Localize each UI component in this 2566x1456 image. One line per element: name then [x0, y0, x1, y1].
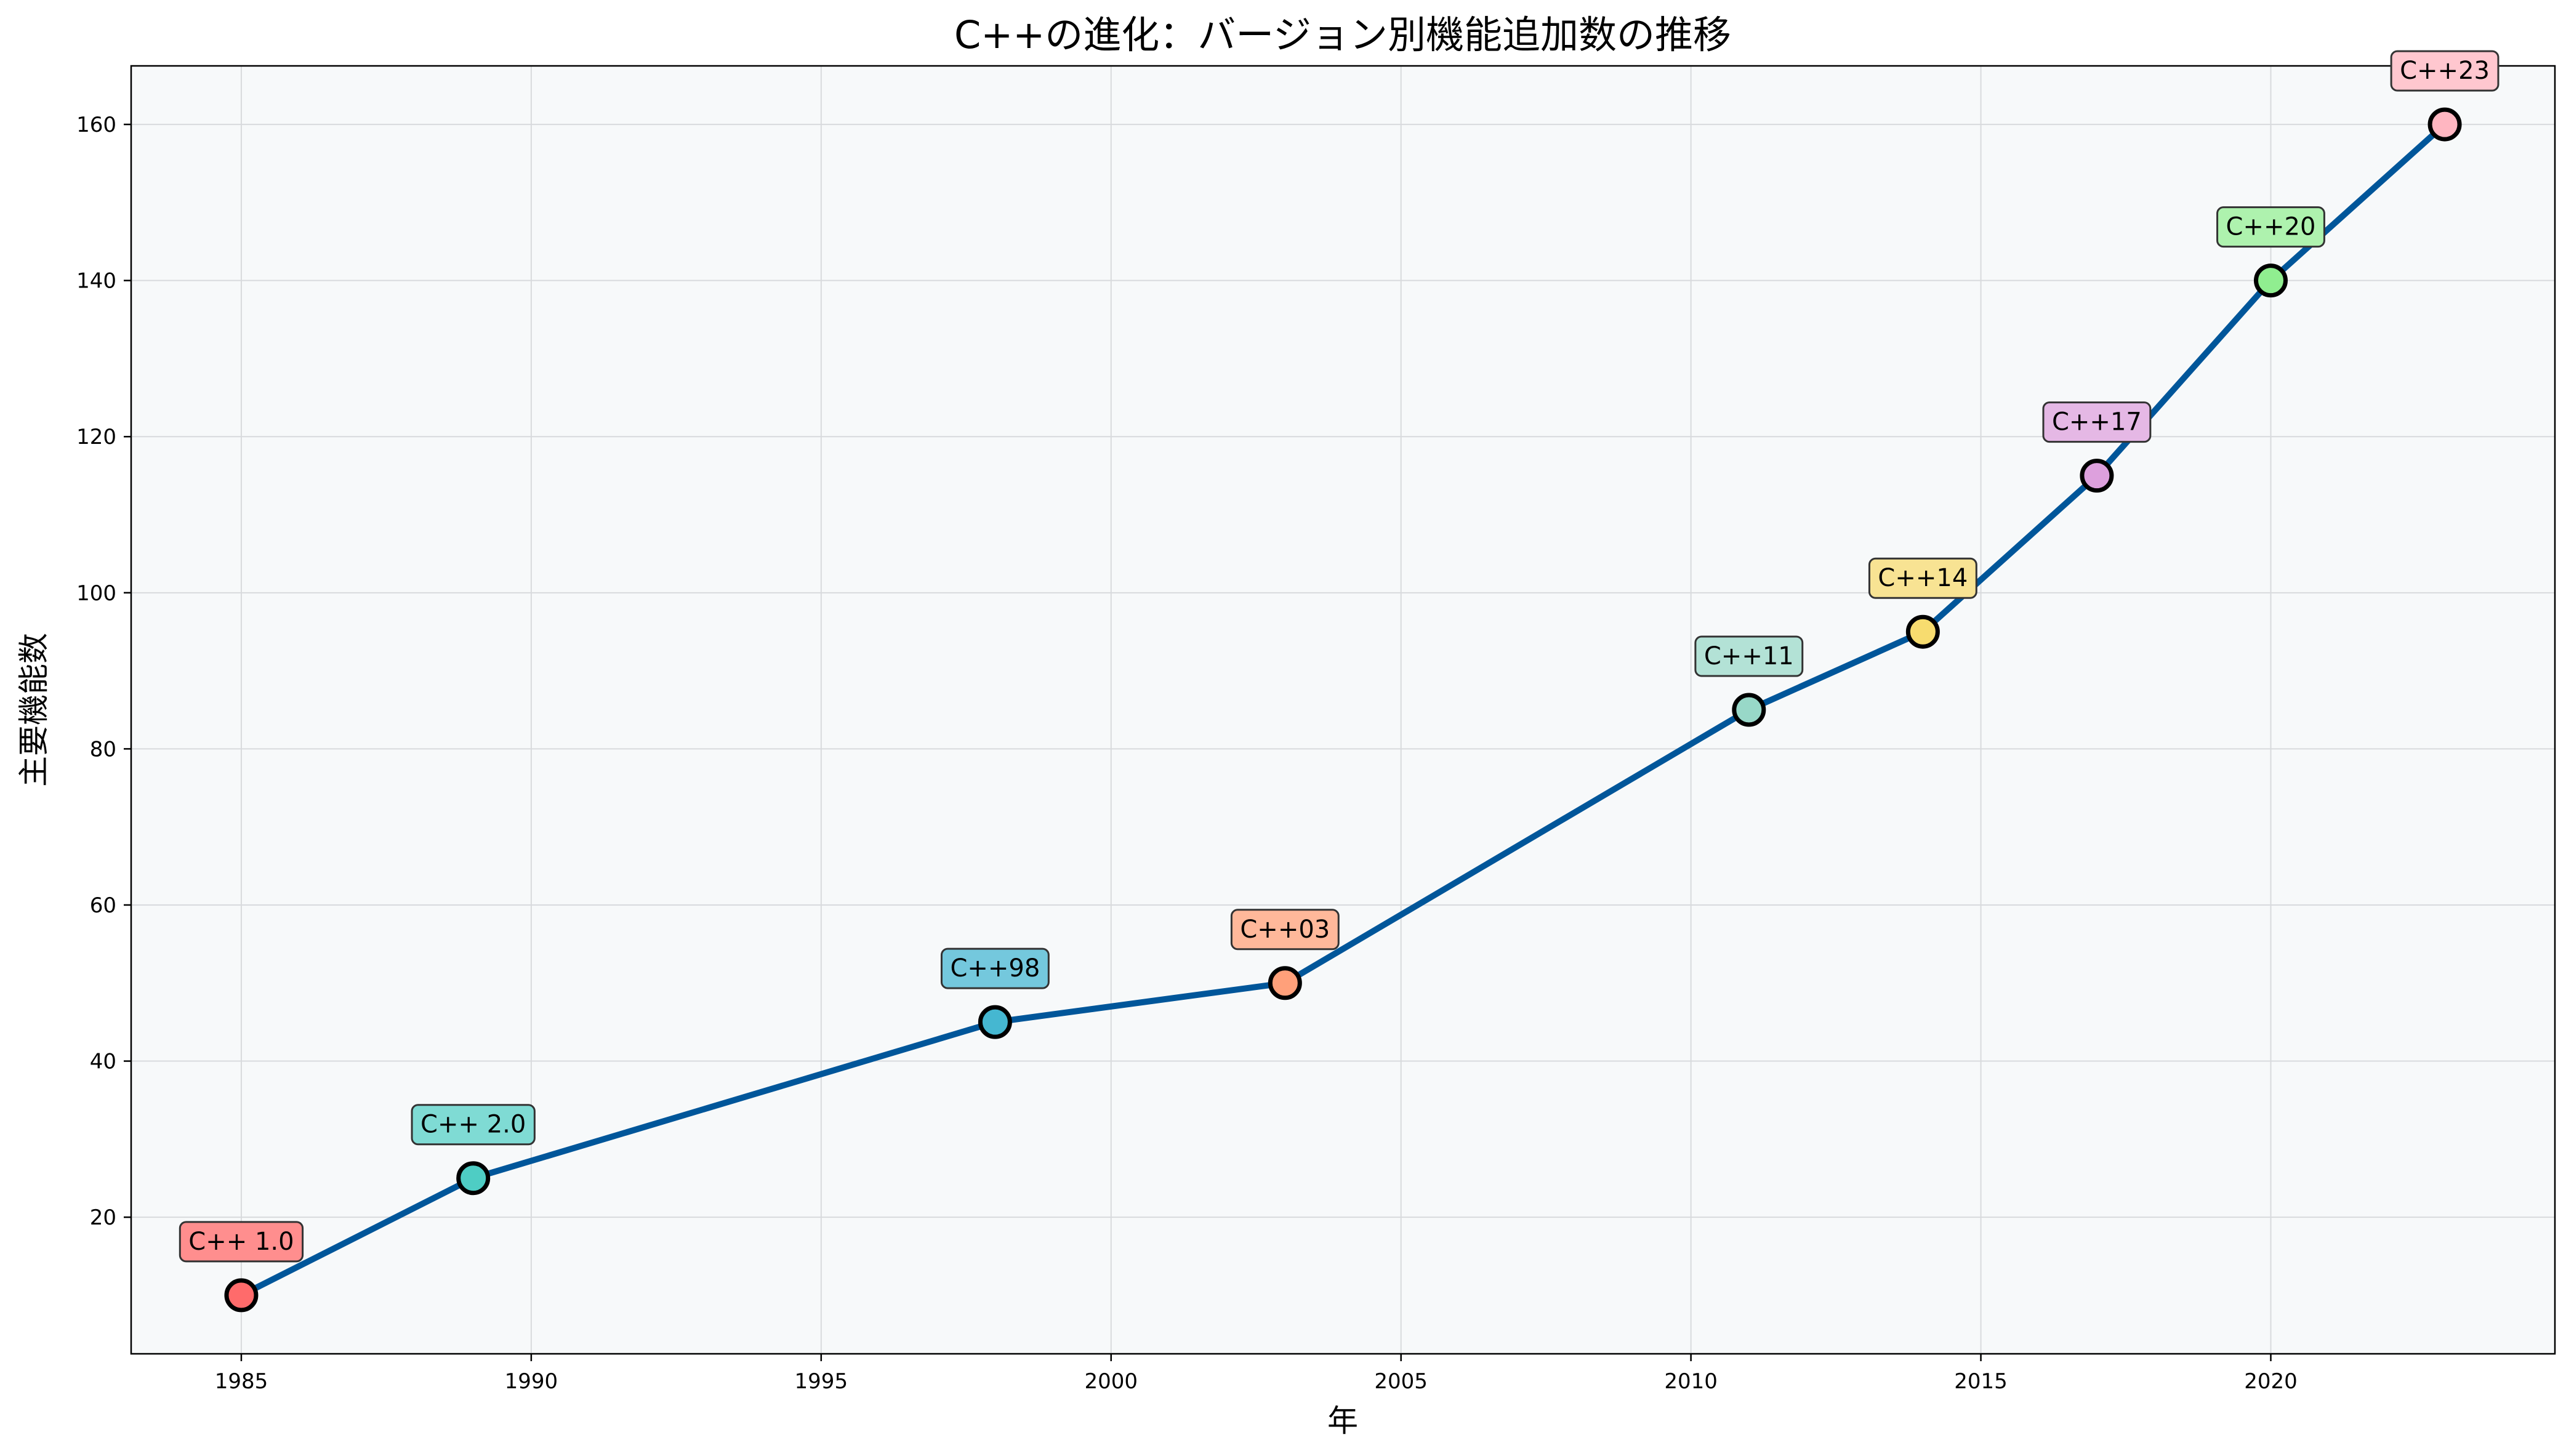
x-tick-label: 2005 — [1374, 1369, 1428, 1394]
version-label-box — [411, 1104, 536, 1146]
chart-title: C++の進化：バージョン別機能追加数の推移 — [954, 12, 1731, 57]
x-tick-label: 2010 — [1664, 1369, 1718, 1394]
version-label: C++14 — [1868, 557, 1977, 599]
version-label-text: C++11 — [1704, 642, 1794, 670]
version-label: C++ 2.0 — [411, 1104, 536, 1146]
plot-area — [131, 66, 2555, 1354]
x-tick-label: 2015 — [1954, 1369, 2008, 1394]
y-tick-label: 160 — [76, 113, 116, 137]
plot-frame — [130, 65, 2556, 1355]
y-tick-label: 120 — [76, 425, 116, 449]
data-points — [224, 107, 2462, 1313]
version-label: C++98 — [940, 947, 1050, 989]
axis-ticks: 1985 1990 1995 2000 2005 2010 2015 202020406080… — [76, 113, 2298, 1394]
version-label-box — [1230, 909, 1340, 951]
y-axis-title: 主要機能数 — [16, 633, 52, 787]
version-label-text: C++17 — [2052, 408, 2142, 436]
version-label-box — [940, 947, 1050, 989]
version-label-text: C++14 — [1878, 564, 1968, 592]
data-point — [1268, 966, 1302, 1000]
version-label-text: C++20 — [2226, 213, 2316, 241]
version-label-box — [2042, 401, 2152, 443]
version-label-text: C++23 — [2400, 57, 2490, 85]
y-tick-label: 100 — [76, 581, 116, 606]
version-label: C++20 — [2216, 206, 2325, 248]
x-tick-label: 1995 — [795, 1369, 848, 1394]
version-label-text: C++98 — [950, 954, 1040, 983]
version-label: C++11 — [1694, 635, 1804, 677]
data-point — [224, 1278, 259, 1313]
version-label-box — [2216, 206, 2325, 248]
x-axis-title: 年 — [1327, 1403, 1358, 1439]
data-point — [2427, 107, 2462, 142]
data-point — [978, 1005, 1012, 1039]
y-tick-label: 40 — [90, 1050, 116, 1074]
version-label-box — [179, 1221, 304, 1263]
data-point — [2080, 459, 2114, 493]
data-point — [2253, 263, 2288, 298]
x-tick-label: 1990 — [505, 1369, 558, 1394]
data-point — [456, 1161, 491, 1196]
y-tick-label: 80 — [90, 737, 116, 762]
data-point — [1732, 693, 1766, 727]
y-tick-label: 60 — [90, 893, 116, 918]
version-label: C++ 1.0 — [179, 1221, 304, 1263]
x-tick-label: 2000 — [1084, 1369, 1138, 1394]
version-label-text: C++ 1.0 — [188, 1228, 294, 1256]
y-tick-label: 20 — [90, 1205, 116, 1230]
version-labels: C++ 1.0 C++ 2.0 C++98 C++03 C++11 C++14 C++17 C… — [179, 50, 2500, 1263]
version-label-box — [1694, 635, 1804, 677]
version-label-text: C++03 — [1240, 915, 1330, 944]
x-tick-label: 2020 — [2244, 1369, 2298, 1394]
version-label: C++03 — [1230, 909, 1340, 951]
version-label-text: C++ 2.0 — [420, 1111, 526, 1139]
version-label-box — [2390, 50, 2500, 92]
y-tick-label: 140 — [76, 269, 116, 294]
data-point — [1905, 614, 1940, 649]
version-label: C++23 — [2390, 50, 2500, 92]
x-tick-label: 1985 — [215, 1369, 268, 1394]
version-label-box — [1868, 557, 1977, 599]
version-label: C++17 — [2042, 401, 2152, 443]
